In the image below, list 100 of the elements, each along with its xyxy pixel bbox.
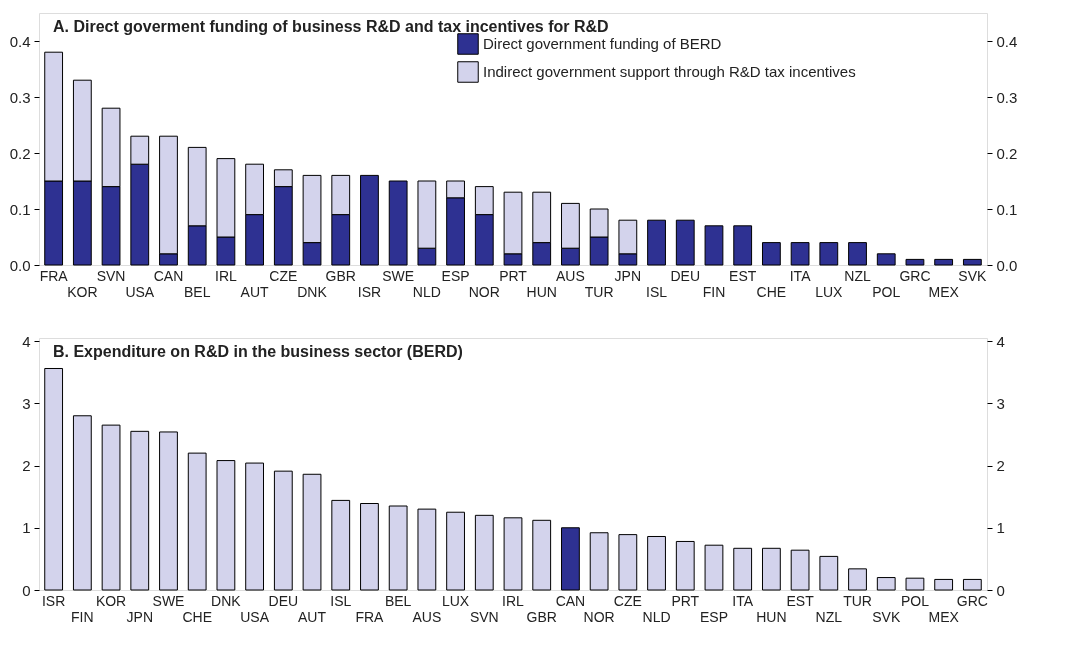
x-tick-label: ISL [646, 284, 668, 300]
y-tick-label: 0 [22, 581, 31, 599]
x-tick-label: SVN [469, 609, 499, 625]
bar [187, 452, 207, 591]
x-tick-label: CZE [613, 593, 642, 609]
x-tick-label: NLD [412, 284, 441, 300]
x-tick-label: SWE [152, 593, 185, 609]
x-tick-label: HUN [756, 609, 787, 625]
legend-label: Direct government funding of BERD [483, 35, 722, 52]
bar [532, 519, 552, 591]
bar [503, 517, 523, 591]
x-tick-label: BEL [183, 284, 211, 300]
x-tick-label: ISR [357, 284, 382, 300]
bar [647, 535, 666, 591]
bar [101, 424, 121, 591]
bar [245, 462, 265, 591]
bar [675, 540, 695, 591]
y-tick-label: 0.2 [9, 144, 31, 162]
bar [905, 258, 925, 266]
x-tick-label: ESP [441, 268, 470, 284]
x-tick-label: FIN [71, 609, 94, 625]
x-tick-label: CAN [153, 268, 184, 284]
x-tick-label: CZE [269, 268, 298, 284]
x-tick-label: EST [729, 268, 757, 284]
x-tick-label: ISR [41, 593, 66, 609]
x-tick-label: SVK [872, 609, 901, 625]
y2-tick-label: 1 [996, 519, 1005, 537]
bar [819, 555, 839, 591]
x-tick-label: AUS [556, 268, 585, 284]
y2-tick-label: 0.3 [996, 88, 1018, 106]
bar [819, 242, 839, 266]
y-tick-label: 0.1 [9, 200, 31, 218]
x-tick-label: KOR [95, 593, 127, 609]
x-tick-label: KOR [67, 284, 98, 300]
bar [934, 578, 954, 591]
x-tick-label: NLD [642, 609, 671, 625]
bar [216, 460, 236, 591]
x-tick-label: LUX [815, 284, 844, 300]
x-tick-label: HUN [526, 284, 557, 300]
y2-tick-label: 0.2 [996, 144, 1018, 162]
x-tick-label: NOR [583, 609, 615, 625]
bar [331, 499, 351, 591]
bar [934, 258, 954, 266]
bar [360, 503, 379, 591]
bar [474, 514, 494, 591]
x-tick-label: DEU [670, 268, 701, 284]
x-tick-label: FIN [702, 284, 726, 300]
bar [44, 367, 64, 591]
y-tick-label: 1 [22, 519, 31, 537]
bar [704, 544, 724, 591]
x-tick-label: GRC [956, 593, 988, 609]
bar [130, 430, 150, 591]
x-tick-label: FRA [355, 609, 385, 625]
x-tick-label: ISL [330, 593, 352, 609]
bar [72, 415, 92, 591]
x-tick-label: TUR [843, 593, 872, 609]
x-tick-label: DNK [297, 284, 328, 300]
bar [589, 532, 609, 591]
x-tick-label: NOR [468, 284, 500, 300]
y-tick-label: 2 [22, 457, 31, 475]
x-tick-label: GBR [526, 609, 557, 625]
bar [905, 577, 925, 591]
y-tick-label: 0.4 [9, 32, 31, 50]
bar [790, 549, 810, 591]
x-tick-label: FRA [39, 268, 69, 284]
bar [561, 527, 580, 591]
bar [647, 219, 666, 266]
x-tick-label: CHE [182, 609, 212, 625]
x-tick-label: GBR [325, 268, 356, 284]
x-tick-label: LUX [441, 593, 470, 609]
bar [159, 431, 178, 591]
bar [733, 547, 753, 591]
bar [704, 225, 724, 266]
bar [675, 219, 695, 266]
x-tick-label: CAN [555, 593, 586, 609]
x-tick-label: AUT [240, 284, 270, 300]
x-tick-label: ITA [732, 593, 754, 609]
x-tick-label: CHE [756, 284, 787, 300]
bar [302, 473, 322, 591]
x-tick-label: PRT [671, 593, 700, 609]
bar [761, 547, 781, 591]
x-tick-label: AUT [298, 609, 327, 625]
x-tick-label: JPN [614, 268, 642, 284]
y2-tick-label: 0.1 [996, 200, 1018, 218]
y2-tick-label: 0 [996, 581, 1005, 599]
x-tick-label: DNK [211, 593, 242, 609]
y2-tick-label: 4 [996, 332, 1005, 350]
bar [388, 505, 408, 591]
x-tick-label: ITA [789, 268, 812, 284]
x-tick-label: JPN [126, 609, 153, 625]
x-tick-label: PRT [499, 268, 528, 284]
x-tick-label: MEX [928, 609, 960, 625]
y-tick-label: 0.3 [9, 88, 31, 106]
bar [761, 242, 781, 266]
x-tick-label: USA [240, 609, 270, 625]
x-tick-label: SWE [382, 268, 415, 284]
legend-label: Indirect government support through R&D tax incentives [483, 63, 856, 80]
bar [848, 242, 867, 266]
bar [876, 577, 896, 591]
bar [733, 225, 753, 266]
